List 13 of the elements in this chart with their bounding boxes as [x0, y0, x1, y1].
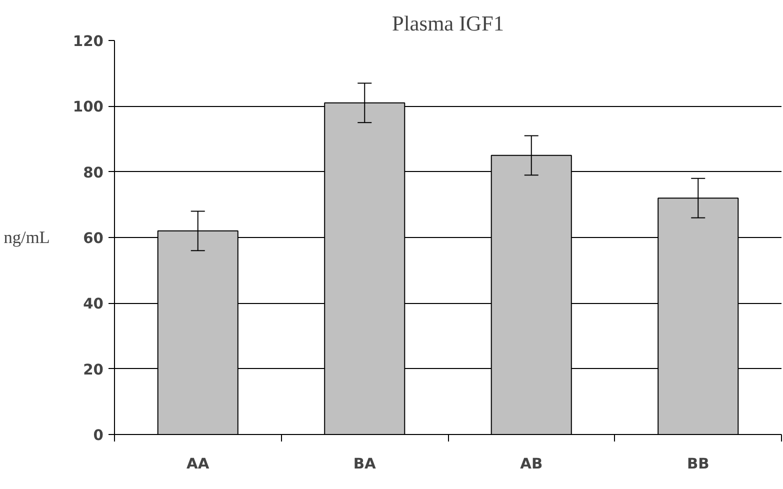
y-tick-label: 40	[83, 296, 104, 313]
y-tick-label: 20	[83, 361, 104, 378]
x-tick-label: AA	[186, 456, 210, 472]
y-tick-label: 120	[72, 33, 104, 50]
x-tick-label: BB	[686, 456, 710, 472]
y-tick-label: 100	[72, 98, 104, 116]
x-tick-label: AB	[520, 456, 543, 472]
y-axis-title: ng/mL	[4, 228, 50, 247]
chart-title: Plasma IGF1	[392, 12, 504, 36]
y-tick-label: 80	[83, 164, 104, 182]
x-tick-label: BA	[353, 456, 377, 472]
y-tick-label: 0	[93, 427, 104, 444]
y-tick-label: 60	[83, 230, 104, 247]
